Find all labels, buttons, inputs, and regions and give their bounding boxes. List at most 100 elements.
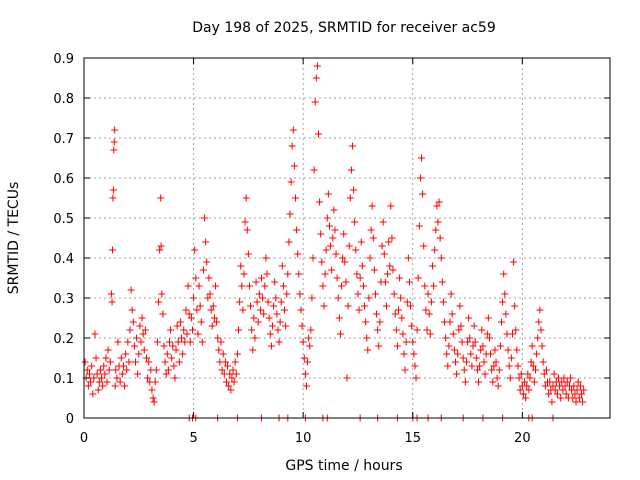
data-point — [529, 362, 537, 370]
data-point — [346, 194, 354, 202]
data-point — [322, 246, 330, 254]
data-point — [144, 374, 152, 382]
data-point — [205, 274, 213, 282]
data-point — [247, 302, 255, 310]
data-point — [480, 358, 488, 366]
data-point — [483, 330, 491, 338]
data-point — [539, 358, 547, 366]
data-point — [472, 354, 480, 362]
data-point — [239, 306, 247, 314]
data-point — [426, 330, 434, 338]
data-point — [519, 390, 527, 398]
data-point — [325, 222, 333, 230]
data-point — [465, 314, 473, 322]
data-point — [382, 302, 390, 310]
data-point — [476, 362, 484, 370]
data-point — [293, 226, 301, 234]
data-point — [515, 374, 523, 382]
y-tick-label: 0.3 — [53, 292, 74, 307]
data-point — [410, 350, 418, 358]
data-point — [396, 274, 404, 282]
data-point — [444, 362, 452, 370]
data-point — [446, 318, 454, 326]
data-point — [363, 334, 371, 342]
data-point — [169, 342, 177, 350]
data-point — [210, 314, 218, 322]
data-point — [416, 174, 424, 182]
data-point — [402, 338, 410, 346]
data-point — [102, 354, 110, 362]
data-point — [208, 322, 216, 330]
data-point — [404, 254, 412, 262]
data-point — [413, 326, 421, 334]
data-point — [196, 302, 204, 310]
data-point — [254, 318, 262, 326]
data-point — [456, 302, 464, 310]
y-tick-label: 0.9 — [53, 52, 74, 67]
data-point — [528, 342, 536, 350]
data-point — [433, 202, 441, 210]
data-point — [276, 318, 284, 326]
data-point — [381, 278, 389, 286]
data-point — [320, 302, 328, 310]
data-point — [125, 358, 133, 366]
data-point — [213, 318, 221, 326]
data-point — [506, 374, 514, 382]
data-point — [156, 246, 164, 254]
data-point — [271, 278, 279, 286]
data-point — [317, 230, 325, 238]
data-point — [432, 226, 440, 234]
data-point — [395, 306, 403, 314]
data-point — [321, 270, 329, 278]
data-point — [545, 390, 553, 398]
data-point — [176, 318, 184, 326]
data-point — [448, 310, 456, 318]
data-point — [124, 338, 132, 346]
data-point — [261, 282, 269, 290]
data-point — [119, 362, 127, 370]
data-point — [567, 374, 575, 382]
data-point — [230, 378, 238, 386]
data-point — [193, 306, 201, 314]
data-point — [106, 358, 114, 366]
data-point — [576, 382, 584, 390]
data-point — [287, 178, 295, 186]
data-point — [212, 282, 219, 290]
data-point — [117, 354, 125, 362]
data-point — [345, 242, 353, 250]
data-point — [113, 374, 121, 382]
data-point — [304, 358, 312, 366]
data-point — [266, 330, 274, 338]
data-point — [374, 326, 382, 334]
data-point — [258, 274, 266, 282]
data-point — [488, 366, 496, 374]
data-point — [443, 350, 451, 358]
data-point — [229, 366, 237, 374]
data-point — [98, 374, 106, 382]
data-point — [517, 370, 525, 378]
data-point — [398, 314, 406, 322]
data-point — [379, 218, 387, 226]
data-point — [344, 302, 352, 310]
data-point — [291, 194, 299, 202]
data-point — [190, 294, 198, 302]
data-point — [380, 250, 388, 258]
data-point — [179, 350, 187, 358]
data-point — [494, 382, 502, 390]
data-point — [110, 138, 118, 146]
data-point — [535, 318, 543, 326]
data-point — [81, 358, 89, 366]
data-point — [313, 62, 321, 70]
data-point — [512, 326, 520, 334]
data-point — [569, 394, 577, 402]
data-point — [559, 386, 567, 394]
data-point — [109, 194, 117, 202]
data-point — [132, 358, 140, 366]
data-point — [96, 366, 104, 374]
data-point — [142, 354, 150, 362]
data-point — [224, 362, 232, 370]
data-point — [485, 334, 493, 342]
data-point — [235, 326, 243, 334]
data-point — [557, 394, 565, 402]
data-point — [536, 306, 544, 314]
